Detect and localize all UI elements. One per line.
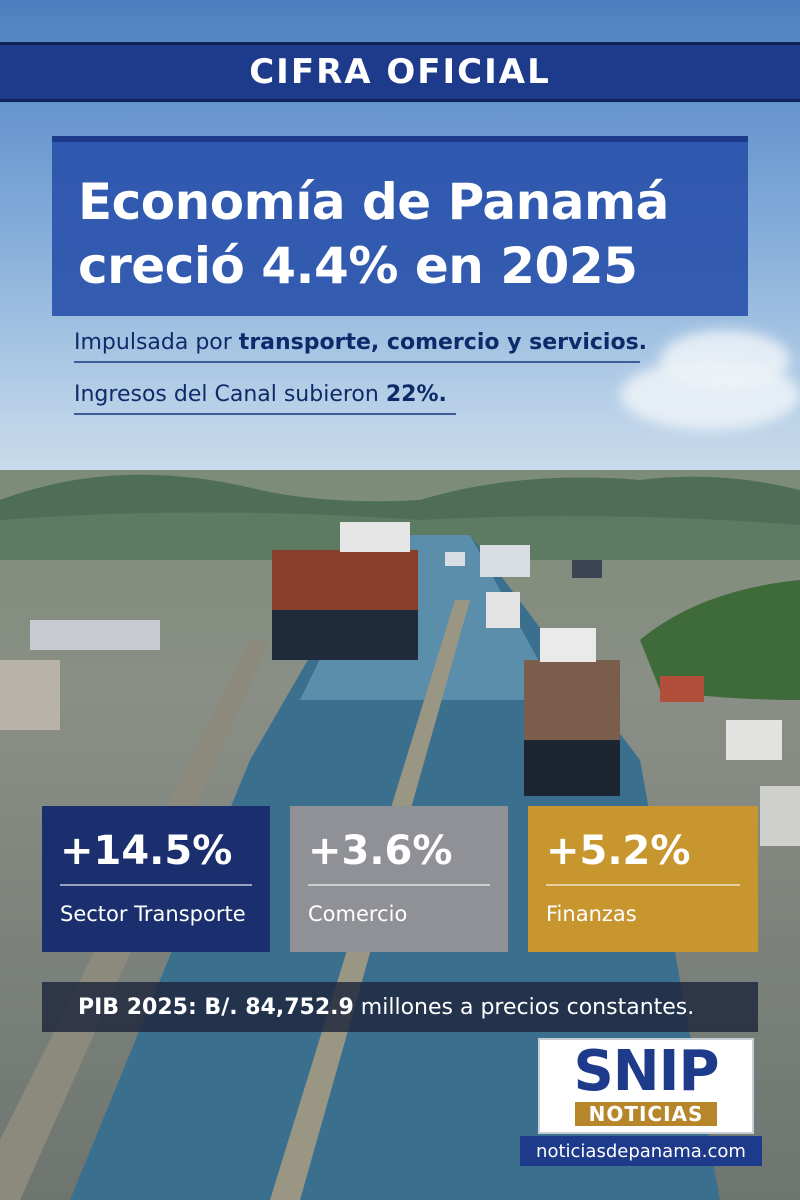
far-ship: [572, 560, 602, 578]
container-ship-right: [524, 660, 620, 740]
drivers-prefix: Impulsada por: [74, 330, 239, 355]
ship-hull: [524, 740, 620, 796]
stat-card-transporte: +14.5% Sector Transporte: [42, 806, 270, 952]
ship-bridge: [540, 628, 596, 662]
stat-card-comercio: +3.6% Comercio: [290, 806, 508, 952]
logo-sub: NOTICIAS: [574, 1102, 718, 1126]
canal-subhead: Ingresos del Canal subieron 22%.: [74, 382, 456, 415]
site-url-link[interactable]: noticiasdepanama.com: [520, 1136, 762, 1166]
logo-main: SNIP: [573, 1039, 719, 1104]
drivers-bold: transporte, comercio y servicios.: [238, 330, 648, 355]
pib-bar: PIB 2025: B/. 84,752.9 millones a precio…: [42, 982, 758, 1032]
stat-card-finanzas: +5.2% Finanzas: [528, 806, 758, 952]
headline-line-2: creció 4.4% en 2025: [78, 237, 638, 295]
top-banner: CIFRA OFICIAL: [0, 42, 800, 102]
drivers-subhead: Impulsada por transporte, comercio y ser…: [74, 330, 647, 363]
ship-bridge: [340, 522, 410, 552]
headline-box: Economía de Panamá creció 4.4% en 2025: [52, 136, 748, 316]
ship-hull: [272, 610, 418, 660]
stat-value: +5.2%: [546, 826, 740, 886]
building: [0, 660, 60, 730]
cloud: [660, 330, 790, 390]
headline-line-1: Economía de Panamá: [78, 173, 669, 231]
pib-rest: millones a precios constantes.: [353, 994, 695, 1020]
far-ship: [445, 552, 465, 566]
snip-logo: SNIP NOTICIAS: [538, 1038, 754, 1134]
stat-label: Comercio: [308, 902, 408, 926]
building: [660, 676, 704, 702]
building: [760, 786, 800, 846]
building: [726, 720, 782, 760]
forest: [640, 580, 800, 700]
tugboat: [486, 592, 520, 628]
pib-bold: PIB 2025: B/. 84,752.9: [78, 994, 354, 1020]
warehouse: [30, 620, 160, 650]
banner-label: CIFRA OFICIAL: [249, 52, 551, 92]
stat-value: +14.5%: [60, 826, 252, 886]
canal-prefix: Ingresos del Canal subieron: [74, 382, 386, 407]
stat-label: Sector Transporte: [60, 902, 246, 926]
stat-value: +3.6%: [308, 826, 490, 886]
stat-label: Finanzas: [546, 902, 637, 926]
far-ship: [480, 545, 530, 577]
canal-bold: 22%.: [385, 382, 447, 407]
